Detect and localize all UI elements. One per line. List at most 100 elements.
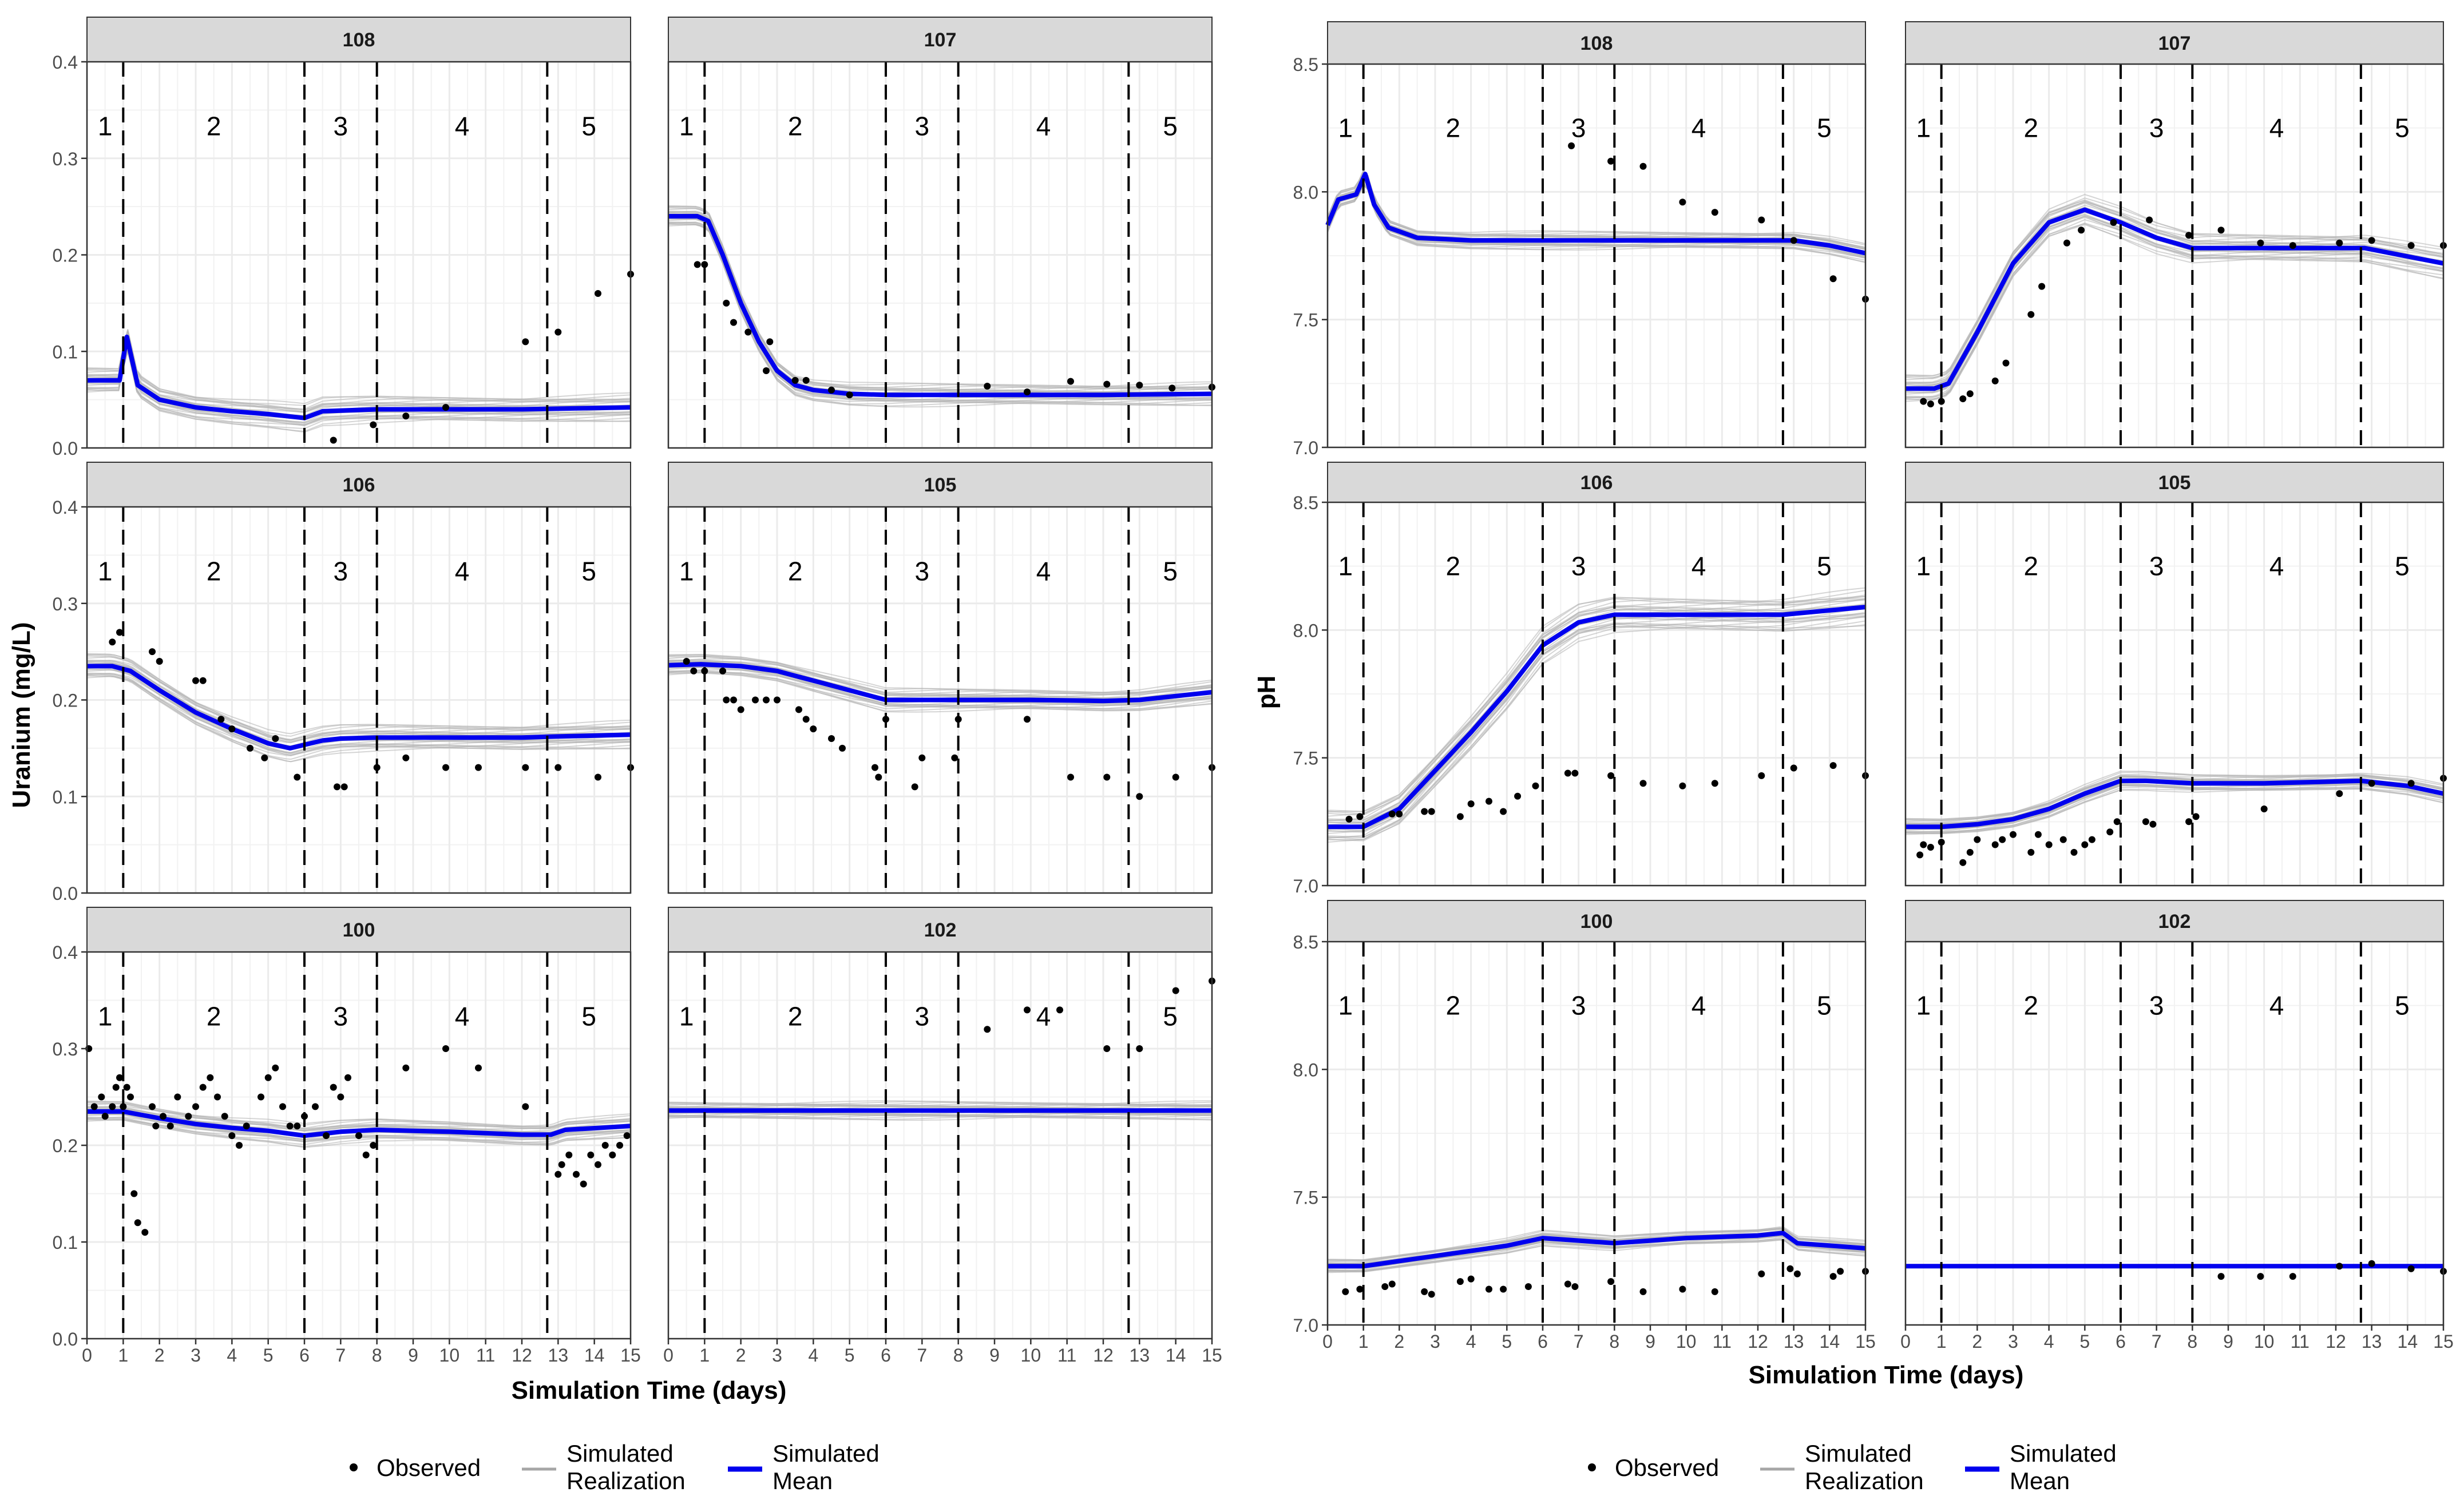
x-tick-label: 3 — [1430, 1331, 1440, 1352]
x-tick-label: 2 — [1394, 1331, 1404, 1352]
x-tick-label: 1 — [1936, 1331, 1947, 1352]
observed-point — [730, 696, 737, 704]
phase-label: 4 — [1036, 556, 1051, 586]
observed-point — [101, 1113, 109, 1120]
panel-105: 105 1 2 3 4 5 — [667, 462, 1215, 894]
observed-point — [1467, 800, 1475, 808]
y-tick-label: 0.3 — [53, 594, 78, 614]
realization-line — [668, 223, 1213, 404]
observed-point — [294, 1122, 301, 1130]
legend-realization-label-1: Simulated — [1805, 1440, 1912, 1467]
phase-label: 2 — [1446, 990, 1461, 1020]
observed-point — [149, 1103, 156, 1110]
observed-point — [221, 1113, 228, 1120]
observed-point — [228, 725, 236, 733]
uranium-y-axis-title: Uranium (mg/L) — [7, 622, 35, 808]
panel-strip-label: 108 — [1580, 33, 1613, 54]
y-tick-label: 0.4 — [53, 497, 78, 518]
panel-strip-label: 107 — [2158, 33, 2191, 54]
realization-line — [86, 674, 631, 754]
observed-point — [2257, 1273, 2264, 1280]
observed-point — [2034, 831, 2042, 838]
realization-line — [1327, 184, 1866, 257]
observed-point — [1966, 848, 1974, 856]
observed-point — [1381, 1283, 1389, 1290]
observed-point — [1959, 395, 1967, 403]
observed-point — [1388, 1280, 1396, 1288]
mean-line — [87, 664, 631, 751]
observed-point — [911, 783, 918, 791]
y-tick-label: 0.0 — [53, 883, 78, 904]
panel-strip-label: 107 — [924, 29, 957, 51]
phase-label: 4 — [2269, 113, 2284, 142]
y-tick-label: 0.1 — [53, 342, 78, 362]
observed-point — [1345, 815, 1353, 823]
realization-line — [668, 661, 1213, 699]
observed-point — [1136, 793, 1143, 800]
observed-point — [802, 716, 810, 723]
panel-strip — [1905, 462, 2444, 503]
panel-strip — [668, 907, 1213, 953]
observed-point — [1837, 1268, 1844, 1275]
observed-point — [2368, 237, 2375, 244]
observed-point — [1793, 1270, 1801, 1277]
panel-strip-label: 106 — [1580, 472, 1613, 494]
observed-point — [522, 764, 529, 771]
panel-strip — [1327, 21, 1866, 65]
phase-label: 1 — [679, 556, 694, 586]
observed-point — [723, 299, 730, 307]
x-tick-label: 4 — [1466, 1331, 1476, 1352]
x-tick-label: 3 — [191, 1345, 201, 1366]
x-tick-label: 6 — [881, 1345, 891, 1366]
observed-point — [2407, 242, 2415, 249]
observed-point — [1790, 237, 1797, 244]
observed-point — [984, 383, 991, 390]
x-tick-label: 8 — [953, 1345, 964, 1366]
legend-observed-label: Observed — [1615, 1454, 1719, 1481]
observed-point — [344, 1074, 351, 1081]
x-tick-label: 13 — [1784, 1331, 1804, 1352]
legend-mean-label-2: Mean — [773, 1467, 833, 1494]
y-tick-label: 8.0 — [1293, 1059, 1318, 1080]
phase-label: 5 — [581, 556, 596, 586]
panel-strip — [668, 462, 1213, 507]
mean-line — [1325, 172, 1866, 256]
observed-point — [90, 1103, 98, 1110]
x-tick-label: 15 — [2433, 1331, 2454, 1352]
observed-point — [475, 1064, 482, 1072]
x-tick-label: 13 — [548, 1345, 569, 1366]
realization-line — [1327, 1237, 1866, 1273]
panel-strip-label: 102 — [2158, 911, 2191, 932]
x-tick-label: 5 — [263, 1345, 274, 1366]
observed-point — [323, 1132, 330, 1140]
observed-point — [951, 754, 958, 761]
y-tick-label: 8.5 — [1293, 932, 1318, 953]
observed-point — [744, 328, 752, 336]
mean-line — [87, 334, 631, 420]
observed-point — [690, 667, 698, 674]
observed-point — [1024, 1006, 1031, 1014]
phase-label: 2 — [207, 556, 221, 586]
observed-point — [264, 1074, 272, 1081]
observed-point — [152, 1122, 160, 1130]
panel-108: 108 1 2 3 4 5 7.0 7.5 8.0 8.5 — [1293, 21, 1869, 458]
legend-realization-label-1: Simulated — [567, 1440, 674, 1467]
observed-point — [595, 290, 601, 297]
observed-point — [791, 376, 799, 384]
phase-label: 3 — [915, 1001, 930, 1031]
phase-label: 3 — [2149, 113, 2164, 142]
panel-107: 107 1 2 3 4 5 — [667, 17, 1215, 449]
observed-point — [185, 1113, 192, 1120]
uranium-legend: Observed Simulated Realization Simulated… — [350, 1440, 880, 1494]
phase-label: 3 — [334, 111, 348, 141]
y-tick-label: 0.1 — [53, 1232, 78, 1253]
observed-point — [236, 1142, 243, 1149]
phase-label: 3 — [2149, 551, 2164, 581]
phase-label: 5 — [1817, 113, 1832, 142]
observed-point — [554, 764, 562, 771]
panel-strip — [86, 462, 631, 507]
realization-line — [1327, 1226, 1866, 1262]
observed-point — [1067, 773, 1074, 781]
